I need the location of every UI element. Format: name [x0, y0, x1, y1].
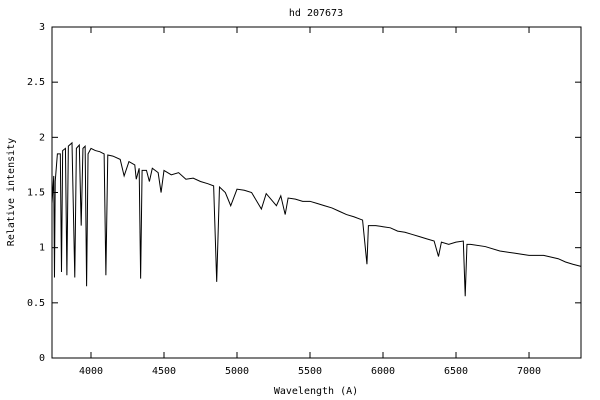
y-tick-label: 1 [39, 243, 45, 254]
y-axis-label: Relative intensity [6, 138, 17, 246]
x-tick-label: 4500 [152, 366, 176, 377]
y-tick-label: 1.5 [27, 188, 45, 199]
spectrum-line [51, 141, 582, 297]
x-tick-label: 7000 [517, 366, 541, 377]
x-axis-label: Wavelength (A) [274, 386, 358, 397]
x-tick-label: 6500 [444, 366, 468, 377]
y-tick-label: 0.5 [27, 298, 45, 309]
y-tick-label: 2.5 [27, 77, 45, 88]
x-tick-label: 5500 [298, 366, 322, 377]
x-tick-label: 4000 [79, 366, 103, 377]
y-tick-label: 2 [39, 132, 45, 143]
chart-title: hd 207673 [289, 8, 343, 19]
y-tick-label: 0 [39, 353, 45, 364]
y-tick-label: 3 [39, 22, 45, 33]
x-tick-label: 5000 [225, 366, 249, 377]
x-tick-label: 6000 [371, 366, 395, 377]
